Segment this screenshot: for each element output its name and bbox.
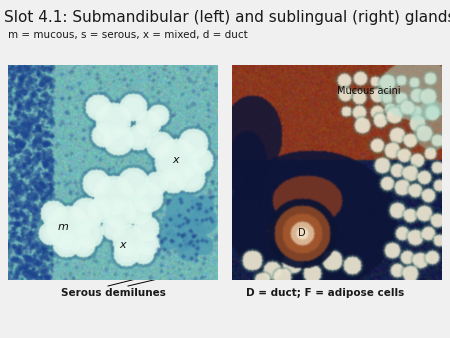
- Text: x: x: [173, 155, 179, 165]
- Text: D: D: [298, 228, 306, 238]
- Text: m = mucous, s = serous, x = mixed, d = duct: m = mucous, s = serous, x = mixed, d = d…: [8, 30, 248, 40]
- Text: Slot 4.1: Submandibular (left) and sublingual (right) glands: Slot 4.1: Submandibular (left) and subli…: [4, 10, 450, 25]
- Text: m: m: [58, 222, 68, 232]
- Text: Serous demilunes: Serous demilunes: [61, 288, 166, 298]
- Text: D = duct; F = adipose cells: D = duct; F = adipose cells: [246, 288, 404, 298]
- Text: Mucous acini: Mucous acini: [337, 86, 400, 96]
- Text: x: x: [120, 240, 126, 250]
